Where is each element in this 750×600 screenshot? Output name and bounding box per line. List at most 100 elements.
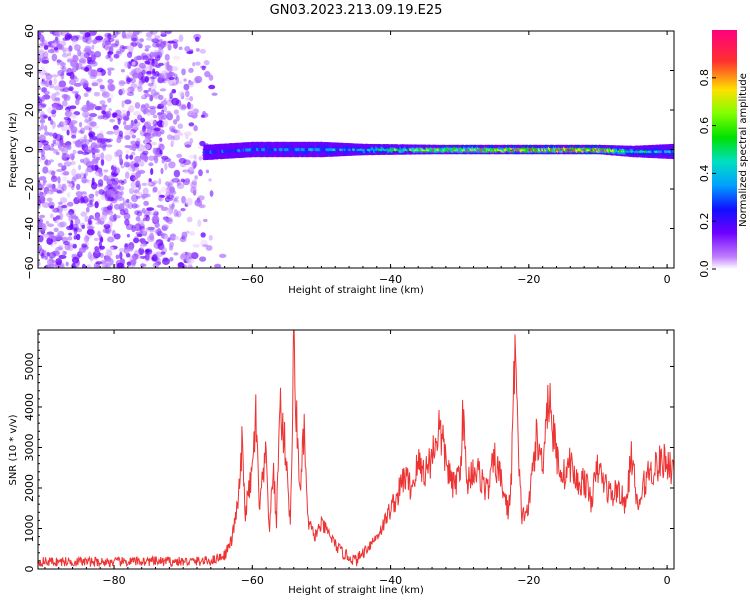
heatmap-cell [95,171,99,177]
snr-panel: −80 −60 −40 −20 0 0 1000 2000 3000 4000 5000 Heig… [8,329,675,596]
heatmap-cell [66,180,70,184]
heatmap-cell [39,69,47,76]
heatmap-cell [208,234,213,241]
heatmap-cell [47,169,56,175]
heatmap-cell [153,155,159,164]
heatmap-cell [181,195,186,204]
heatmap-cell [41,59,50,64]
heatmap-cell [104,112,110,119]
heatmap-cell [83,48,91,54]
heatmap-cell [200,232,206,238]
heatmap-cell [160,129,165,135]
heatmap-cell [75,139,81,147]
heatmap-cell [42,166,49,174]
heatmap-cell [145,134,152,140]
heatmap-cell [38,218,44,225]
heatmap-cell [129,154,134,160]
heatmap-cell [83,173,87,179]
snr-series-line [38,330,674,568]
heatmap-cell [195,47,200,52]
spectrogram-cells [38,31,674,268]
heatmap-cell [205,245,213,251]
heatmap-cell [164,31,173,35]
heatmap-cell [126,233,130,238]
heatmap-cell [200,114,205,118]
heatmap-cell [46,237,53,245]
heatmap-cell [171,202,175,210]
heatmap-cell [149,82,157,91]
heatmap-cell [54,91,60,96]
heatmap-cell [131,194,139,203]
heatmap-cell [142,109,147,115]
heatmap-cell [38,56,42,64]
heatmap-cell [40,253,45,259]
heatmap-cell [125,253,131,258]
heatmap-cell [46,258,55,266]
heatmap-cell [80,139,87,146]
heatmap-cell [75,191,83,197]
heatmap-cell [57,222,65,228]
heatmap-cell [43,125,48,132]
heatmap-cell [157,76,165,84]
heatmap-cell [68,86,74,92]
heatmap-cell [41,201,50,208]
heatmap-cell [121,100,125,108]
heatmap-cell [38,190,43,198]
heatmap-cell [39,34,44,42]
heatmap-cell [179,253,187,261]
heatmap-cell [192,243,200,248]
heatmap-cell [48,132,54,137]
heatmap-cell [159,137,163,142]
heatmap-cell [130,151,136,156]
colorbar: 0.0 0.2 0.4 0.6 0.8 Normalized spectral ampl… [698,30,749,278]
heatmap-cell [95,221,103,225]
heatmap-cell [150,167,154,175]
heatmap-cell [113,203,120,210]
heatmap-cell [185,252,193,260]
heatmap-cell [152,147,157,155]
heatmap-cell [198,204,205,208]
heatmap-cell [86,119,90,125]
heatmap-cell [123,124,132,131]
heatmap-cell [183,141,192,148]
heatmap-cell [153,51,158,57]
heatmap-cell [173,129,178,134]
heatmap-cell [131,143,137,152]
heatmap-cell [126,45,135,52]
heatmap-cell [109,57,113,62]
heatmap-cell [48,251,57,259]
heatmap-cell [68,79,77,86]
heatmap-cell [128,245,134,252]
heatmap-cell [53,31,60,37]
heatmap-cell [160,167,164,175]
heatmap-cell [97,171,104,175]
heatmap-cell [75,63,83,70]
heatmap-cell [103,175,109,182]
snr-y-tick-label: 0 [23,566,36,573]
heatmap-cell [52,217,57,222]
heatmap-cell [67,52,72,57]
heatmap-cell [126,91,135,97]
heatmap-cell [115,190,121,195]
heatmap-cell [161,225,168,231]
heatmap-cell [132,166,136,173]
heatmap-cell [115,48,123,57]
heatmap-cell [71,90,80,95]
heatmap-cell [140,154,149,162]
heatmap-cell [124,135,131,140]
heatmap-cell [38,48,45,55]
heatmap-cell [171,82,178,86]
heatmap-cell [49,213,54,219]
heatmap-cell [173,169,181,178]
snr-y-tick-label: 5000 [23,352,36,380]
heatmap-cell [175,76,180,85]
heatmap-cell [186,216,193,223]
heatmap-cell [71,134,77,139]
heatmap-cell [69,71,75,80]
heatmap-cell [80,211,88,217]
heatmap-cell [181,68,186,76]
heatmap-cell [111,180,118,186]
heatmap-cell [154,35,161,40]
heatmap-cell [57,124,61,128]
heatmap-cell [187,101,191,110]
